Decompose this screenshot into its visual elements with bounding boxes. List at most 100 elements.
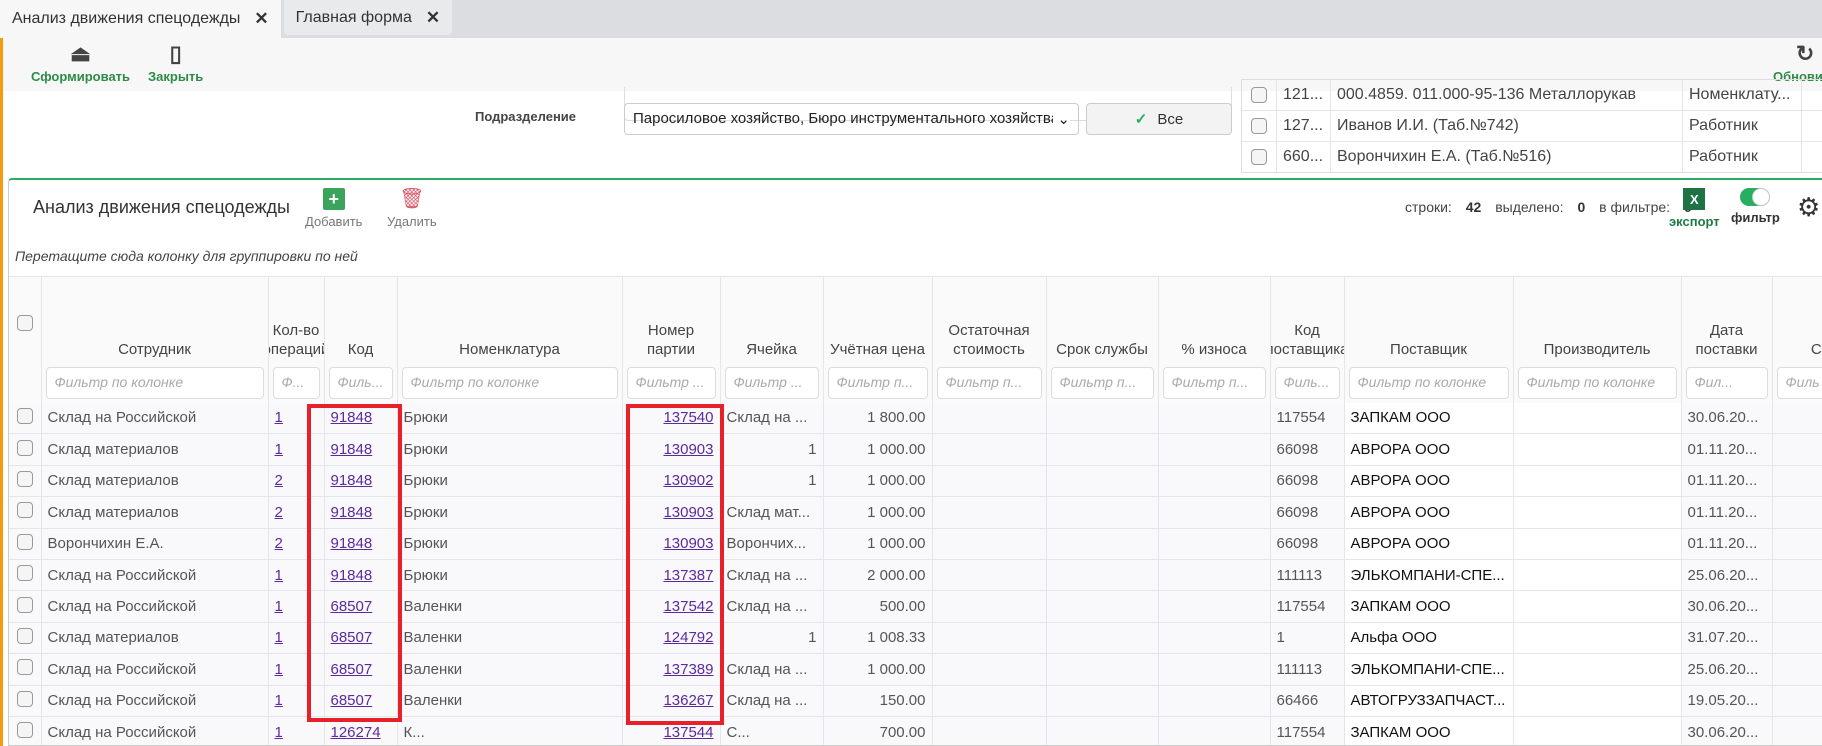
column-filter-input[interactable]: Филь bbox=[1776, 366, 1822, 399]
table-row[interactable]: Склад на Российской 1 91848 Брюки 137540 Скла… bbox=[9, 402, 1822, 435]
cell-link[interactable]: 68507 bbox=[330, 598, 373, 616]
cell-link[interactable]: 130903 bbox=[663, 503, 714, 521]
cell-link[interactable]: 68507 bbox=[330, 692, 373, 710]
column-filter-input[interactable]: Фил... bbox=[1685, 366, 1768, 399]
table-row[interactable]: Склад материалов 2 91848 Брюки 130903 Склад м… bbox=[9, 496, 1822, 529]
cell-link[interactable]: 137387 bbox=[663, 566, 714, 584]
column-header[interactable]: Остаточная стоимость Фильтр п... bbox=[932, 276, 1047, 403]
cell-link[interactable]: 2 bbox=[274, 503, 283, 521]
table-row[interactable]: Склад на Российской 1 68507 Валенки 137389 Ск… bbox=[9, 653, 1822, 686]
row-checkbox[interactable] bbox=[16, 439, 33, 456]
cell-link[interactable]: 68507 bbox=[330, 660, 373, 678]
filter-toggle[interactable]: фильтр bbox=[1731, 188, 1780, 225]
cell-link[interactable]: 2 bbox=[274, 472, 283, 490]
delete-button[interactable]: 🗑 Удалить bbox=[387, 188, 437, 229]
cell-link[interactable]: 137542 bbox=[663, 598, 714, 616]
cell-link[interactable]: 91848 bbox=[330, 441, 373, 459]
row-checkbox[interactable] bbox=[16, 627, 33, 644]
column-filter-input[interactable]: Фильтр ... bbox=[626, 366, 716, 399]
column-header[interactable]: Номенклатура Фильтр по колонке bbox=[397, 276, 623, 403]
cell-link[interactable]: 1 bbox=[274, 723, 283, 741]
cell-link[interactable]: 1 bbox=[274, 692, 283, 710]
column-header[interactable]: Дата поставки Фил... bbox=[1681, 276, 1773, 403]
cell-link[interactable]: 137544 bbox=[663, 723, 714, 741]
table-row[interactable]: Склад материалов 1 68507 Валенки 124792 1 1 00… bbox=[9, 622, 1822, 655]
column-filter-input[interactable]: Фильтр по колонке bbox=[45, 366, 264, 399]
tab-main-form[interactable]: Главная форма ✕ bbox=[283, 0, 453, 35]
cell-link[interactable]: 130903 bbox=[663, 535, 714, 553]
column-filter-input[interactable]: Фильтр п... bbox=[827, 366, 928, 399]
column-filter-input[interactable]: Фильтр п... bbox=[1050, 366, 1154, 399]
cell-link[interactable]: 91848 bbox=[330, 566, 373, 584]
row-checkbox[interactable] bbox=[16, 596, 33, 613]
row-checkbox[interactable] bbox=[16, 565, 33, 582]
column-header[interactable]: Срок службы Фильтр п... bbox=[1046, 276, 1159, 403]
column-filter-input[interactable]: Фильтр по колонке bbox=[1517, 366, 1677, 399]
column-header[interactable]: Поставщик Фильтр по колонке bbox=[1344, 276, 1514, 403]
division-select[interactable]: Паросиловое хозяйство, Бюро инструментал… bbox=[624, 103, 1079, 135]
close-icon[interactable]: ✕ bbox=[425, 7, 441, 27]
cell-link[interactable]: 130903 bbox=[663, 441, 714, 459]
table-row[interactable]: Склад на Российской 1 68507 Валенки 136267 Ск… bbox=[9, 685, 1822, 717]
column-header[interactable]: Производитель Фильтр по колонке bbox=[1513, 276, 1682, 403]
column-header[interactable]: Кол-во операций Ф... bbox=[268, 276, 325, 403]
column-filter-input[interactable]: Ф... bbox=[272, 366, 320, 399]
close-icon[interactable]: ✕ bbox=[254, 9, 269, 28]
row-checkbox[interactable] bbox=[16, 659, 33, 676]
gear-icon[interactable]: ⚙ bbox=[1797, 192, 1821, 222]
table-row[interactable]: Склад материалов 1 91848 Брюки 130903 1 1 000.… bbox=[9, 433, 1822, 466]
row-checkbox[interactable] bbox=[16, 722, 33, 739]
column-filter-input[interactable]: Фильтр п... bbox=[1162, 366, 1266, 399]
cell-link[interactable]: 1 bbox=[274, 441, 283, 459]
row-checkbox[interactable] bbox=[16, 407, 33, 424]
cell-link[interactable]: 2 bbox=[274, 535, 283, 553]
column-header[interactable]: Сотрудник Фильтр по колонке bbox=[41, 276, 269, 403]
column-header[interactable]: % износа Фильтр п... bbox=[1158, 276, 1271, 403]
row-checkbox[interactable] bbox=[16, 502, 33, 519]
tab-analysis[interactable]: Анализ движения спецодежды ✕ bbox=[0, 0, 281, 38]
checkbox[interactable] bbox=[1251, 87, 1267, 103]
column-header[interactable]: Учётная цена Фильтр п... bbox=[823, 276, 933, 403]
column-filter-input[interactable]: Фильтр по колонке bbox=[401, 366, 618, 399]
column-filter-input[interactable]: Филь... bbox=[1274, 366, 1340, 399]
checkbox[interactable] bbox=[1251, 149, 1267, 165]
table-row[interactable]: Склад на Российской 1 68507 Валенки 137542 Ск… bbox=[9, 590, 1822, 623]
row-checkbox[interactable] bbox=[16, 470, 33, 487]
column-header[interactable]: Код Филь... bbox=[324, 276, 398, 403]
cell-link[interactable]: 91848 bbox=[330, 472, 373, 490]
add-button[interactable]: + Добавить bbox=[305, 188, 362, 229]
cell-link[interactable]: 91848 bbox=[330, 503, 373, 521]
cell-link[interactable]: 1 bbox=[274, 629, 283, 647]
cell-link[interactable]: 1 bbox=[274, 409, 283, 427]
cell-link[interactable]: 126274 bbox=[330, 723, 381, 741]
cell-link[interactable]: 1 bbox=[274, 660, 283, 678]
column-header[interactable]: Код поставщика Филь... bbox=[1270, 276, 1345, 403]
column-header[interactable]: Се Филь bbox=[1772, 276, 1822, 403]
cell-link[interactable]: 1 bbox=[274, 598, 283, 616]
cell-link[interactable]: 137540 bbox=[663, 409, 714, 427]
column-filter-input[interactable]: Фильтр п... bbox=[936, 366, 1042, 399]
select-all-checkbox[interactable] bbox=[16, 315, 33, 331]
cell-link[interactable]: 91848 bbox=[330, 409, 373, 427]
table-row[interactable]: Склад на Российской 1 91848 Брюки 137387 Скла… bbox=[9, 559, 1822, 592]
column-filter-input[interactable]: Фильтр по колонке bbox=[1348, 366, 1509, 399]
cell-link[interactable]: 1 bbox=[274, 566, 283, 584]
cell-link[interactable]: 68507 bbox=[330, 629, 373, 647]
table-row[interactable]: Склад материалов 2 91848 Брюки 130902 1 1 000.… bbox=[9, 465, 1822, 498]
table-row[interactable]: Склад на Российской 1 126274 К... 137544 С...… bbox=[9, 716, 1822, 745]
cell-link[interactable]: 136267 bbox=[663, 692, 714, 710]
column-filter-input[interactable]: Филь... bbox=[328, 366, 393, 399]
table-row[interactable]: Ворончихин Е.А. 2 91848 Брюки 130903 Ворончих… bbox=[9, 528, 1822, 560]
cell-link[interactable]: 130902 bbox=[663, 472, 714, 490]
form-button[interactable]: ⏏ Сформировать bbox=[31, 42, 130, 85]
all-button[interactable]: ✓ Все bbox=[1086, 103, 1232, 135]
checkbox[interactable] bbox=[1251, 118, 1267, 134]
refresh-button[interactable]: ↻ Обновить bbox=[1773, 42, 1822, 85]
column-header[interactable]: Ячейка Фильтр ... bbox=[720, 276, 824, 403]
row-checkbox[interactable] bbox=[16, 533, 33, 550]
row-checkbox[interactable] bbox=[16, 690, 33, 707]
column-header[interactable]: Номер партии Фильтр ... bbox=[622, 276, 721, 403]
close-button[interactable]: ▯ Закрыть bbox=[148, 42, 203, 85]
cell-link[interactable]: 124792 bbox=[663, 629, 714, 647]
